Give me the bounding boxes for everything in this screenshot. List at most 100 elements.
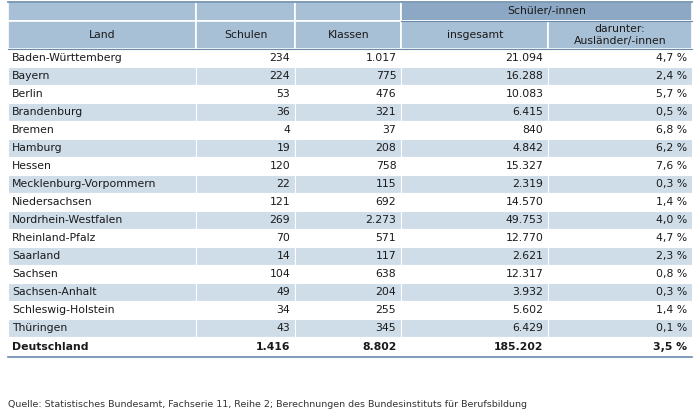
Bar [196, 247, 295, 265]
Bar [401, 21, 548, 49]
Bar [295, 67, 401, 85]
Text: 2,3 %: 2,3 % [656, 251, 687, 261]
Bar [401, 319, 548, 337]
Bar [401, 337, 548, 357]
Text: 49.753: 49.753 [505, 215, 543, 225]
Bar [196, 139, 295, 157]
Text: Thüringen: Thüringen [12, 323, 67, 333]
Bar [548, 85, 692, 103]
Text: 269: 269 [270, 215, 290, 225]
Bar [196, 67, 295, 85]
Text: 204: 204 [375, 287, 396, 297]
Text: 12.317: 12.317 [505, 269, 543, 279]
Text: Schleswig-Holstein: Schleswig-Holstein [12, 305, 115, 315]
Bar [548, 283, 692, 301]
Text: Schüler/-innen: Schüler/-innen [508, 7, 586, 16]
Text: Deutschland: Deutschland [12, 342, 88, 352]
Bar [548, 67, 692, 85]
Text: 0,5 %: 0,5 % [656, 107, 687, 117]
Bar [196, 157, 295, 175]
Text: 758: 758 [376, 161, 396, 171]
Bar [295, 157, 401, 175]
Bar [295, 2, 401, 21]
Bar [401, 49, 548, 67]
Bar [548, 21, 692, 49]
Bar [295, 301, 401, 319]
Bar [8, 337, 196, 357]
Bar [401, 139, 548, 157]
Bar [196, 193, 295, 211]
Bar [295, 229, 401, 247]
Text: 6,8 %: 6,8 % [656, 125, 687, 135]
Text: 2.621: 2.621 [512, 251, 543, 261]
Text: 10.083: 10.083 [505, 89, 543, 99]
Bar [8, 175, 196, 193]
Bar [401, 283, 548, 301]
Text: 234: 234 [270, 53, 290, 63]
Bar [196, 103, 295, 121]
Bar [196, 265, 295, 283]
Text: 571: 571 [376, 233, 396, 243]
Bar [401, 265, 548, 283]
Bar [401, 157, 548, 175]
Bar [295, 247, 401, 265]
Text: 208: 208 [375, 143, 396, 153]
Bar [295, 337, 401, 357]
Bar [548, 337, 692, 357]
Bar [401, 175, 548, 193]
Bar [548, 103, 692, 121]
Text: Schulen: Schulen [224, 30, 267, 40]
Text: 36: 36 [276, 107, 290, 117]
Text: 0,8 %: 0,8 % [656, 269, 687, 279]
Text: 15.327: 15.327 [505, 161, 543, 171]
Bar [8, 193, 196, 211]
Text: 5,7 %: 5,7 % [656, 89, 687, 99]
Bar [401, 193, 548, 211]
Bar [548, 49, 692, 67]
Text: 321: 321 [376, 107, 396, 117]
Text: 43: 43 [276, 323, 290, 333]
Text: Saarland: Saarland [12, 251, 60, 261]
Bar [548, 229, 692, 247]
Bar [295, 103, 401, 121]
Text: Klassen: Klassen [328, 30, 369, 40]
Bar [196, 229, 295, 247]
Bar [8, 85, 196, 103]
Text: 22: 22 [276, 179, 290, 189]
Bar [548, 139, 692, 157]
Text: 1,4 %: 1,4 % [656, 305, 687, 315]
Text: 255: 255 [376, 305, 396, 315]
Bar [8, 229, 196, 247]
Text: Berlin: Berlin [12, 89, 43, 99]
Bar [548, 193, 692, 211]
Bar [196, 2, 295, 21]
Text: 6,2 %: 6,2 % [656, 143, 687, 153]
Text: 4,7 %: 4,7 % [656, 233, 687, 243]
Bar [401, 67, 548, 85]
Text: 37: 37 [382, 125, 396, 135]
Text: 115: 115 [376, 179, 396, 189]
Text: 19: 19 [276, 143, 290, 153]
Bar [196, 319, 295, 337]
Bar [8, 2, 196, 21]
Bar [8, 283, 196, 301]
Text: insgesamt: insgesamt [447, 30, 503, 40]
Text: Land: Land [89, 30, 116, 40]
Text: 4.842: 4.842 [512, 143, 543, 153]
Bar [548, 157, 692, 175]
Bar [8, 247, 196, 265]
Text: 1.416: 1.416 [256, 342, 290, 352]
Bar [8, 265, 196, 283]
Text: 2.273: 2.273 [365, 215, 396, 225]
Text: 0,3 %: 0,3 % [656, 179, 687, 189]
Bar [548, 265, 692, 283]
Text: 692: 692 [376, 197, 396, 207]
Text: 7,6 %: 7,6 % [656, 161, 687, 171]
Bar [295, 193, 401, 211]
Bar [196, 49, 295, 67]
Text: 121: 121 [270, 197, 290, 207]
Bar [295, 121, 401, 139]
Bar [8, 121, 196, 139]
Text: Rheinland-Pfalz: Rheinland-Pfalz [12, 233, 97, 243]
Bar [8, 21, 196, 49]
